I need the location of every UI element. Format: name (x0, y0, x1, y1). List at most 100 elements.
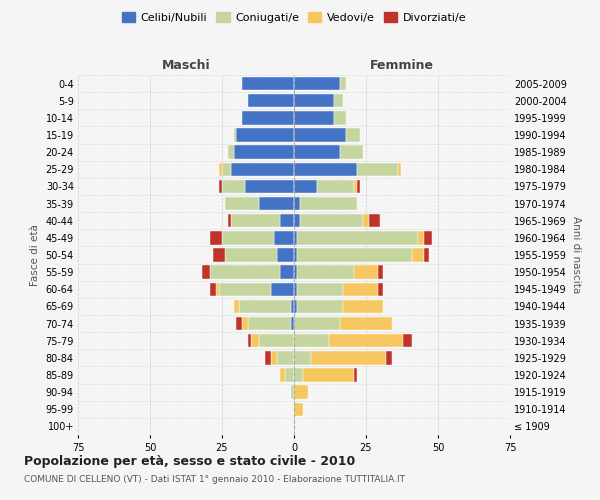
Bar (398, 162, 401, 176)
Bar (280, 368, 286, 382)
Bar (294, 197, 300, 210)
Bar (297, 266, 355, 279)
Bar (245, 180, 294, 193)
Bar (219, 180, 222, 193)
Bar (222, 180, 245, 193)
Bar (343, 282, 377, 296)
Bar (222, 162, 230, 176)
Bar (377, 282, 383, 296)
Bar (239, 300, 291, 313)
Bar (294, 214, 300, 228)
Bar (248, 334, 251, 347)
Bar (291, 300, 294, 313)
Bar (340, 146, 363, 159)
Bar (259, 334, 294, 347)
Bar (300, 214, 363, 228)
Bar (294, 248, 297, 262)
Bar (317, 180, 355, 193)
Bar (211, 282, 216, 296)
Bar (294, 94, 334, 108)
Bar (418, 231, 424, 244)
Bar (294, 162, 358, 176)
Text: COMUNE DI CELLENO (VT) - Dati ISTAT 1° gennaio 2010 - Elaborazione TUTTITALIA.IT: COMUNE DI CELLENO (VT) - Dati ISTAT 1° g… (24, 475, 405, 484)
Bar (228, 214, 230, 228)
Bar (291, 317, 294, 330)
Bar (294, 368, 302, 382)
Bar (294, 282, 297, 296)
Legend: Celibi/Nubili, Coniugati/e, Vedovi/e, Divorziati/e: Celibi/Nubili, Coniugati/e, Vedovi/e, Di… (118, 8, 470, 28)
Bar (280, 266, 294, 279)
Bar (219, 282, 271, 296)
Bar (424, 248, 430, 262)
Bar (216, 282, 219, 296)
Bar (294, 146, 340, 159)
Bar (297, 282, 343, 296)
Bar (294, 300, 297, 313)
Y-axis label: Anni di nascita: Anni di nascita (571, 216, 581, 294)
Bar (211, 231, 222, 244)
Bar (233, 146, 294, 159)
Bar (386, 351, 392, 364)
Bar (251, 334, 259, 347)
Bar (294, 128, 346, 141)
Bar (358, 162, 398, 176)
Bar (230, 214, 280, 228)
Bar (294, 402, 302, 416)
Bar (294, 77, 340, 90)
Y-axis label: Fasce di età: Fasce di età (30, 224, 40, 286)
Bar (222, 231, 274, 244)
Bar (300, 197, 358, 210)
Bar (277, 351, 294, 364)
Bar (329, 334, 403, 347)
Bar (355, 368, 358, 382)
Bar (363, 214, 369, 228)
Bar (291, 386, 294, 399)
Bar (233, 300, 239, 313)
Bar (225, 197, 259, 210)
Bar (294, 334, 329, 347)
Bar (286, 368, 294, 382)
Bar (297, 248, 412, 262)
Bar (297, 300, 343, 313)
Bar (294, 266, 297, 279)
Bar (355, 180, 358, 193)
Bar (242, 77, 294, 90)
Bar (294, 317, 340, 330)
Bar (355, 266, 377, 279)
Bar (340, 77, 346, 90)
Bar (358, 180, 360, 193)
Bar (242, 317, 248, 330)
Bar (248, 94, 294, 108)
Bar (340, 317, 392, 330)
Bar (294, 386, 308, 399)
Bar (377, 266, 383, 279)
Bar (294, 231, 297, 244)
Bar (230, 162, 294, 176)
Bar (311, 351, 386, 364)
Bar (294, 111, 334, 124)
Bar (202, 266, 211, 279)
Bar (277, 248, 294, 262)
Bar (294, 351, 311, 364)
Bar (236, 128, 294, 141)
Bar (369, 214, 380, 228)
Bar (265, 351, 271, 364)
Text: Maschi: Maschi (161, 58, 211, 71)
Text: Popolazione per età, sesso e stato civile - 2010: Popolazione per età, sesso e stato civil… (24, 455, 355, 468)
Bar (242, 111, 294, 124)
Bar (248, 317, 291, 330)
Bar (343, 300, 383, 313)
Bar (219, 162, 222, 176)
Bar (334, 111, 346, 124)
Text: Femmine: Femmine (370, 58, 434, 71)
Bar (412, 248, 424, 262)
Bar (294, 180, 317, 193)
Bar (225, 248, 277, 262)
Bar (274, 231, 294, 244)
Bar (211, 266, 280, 279)
Bar (280, 214, 294, 228)
Bar (233, 128, 236, 141)
Bar (228, 146, 233, 159)
Bar (346, 128, 360, 141)
Bar (403, 334, 412, 347)
